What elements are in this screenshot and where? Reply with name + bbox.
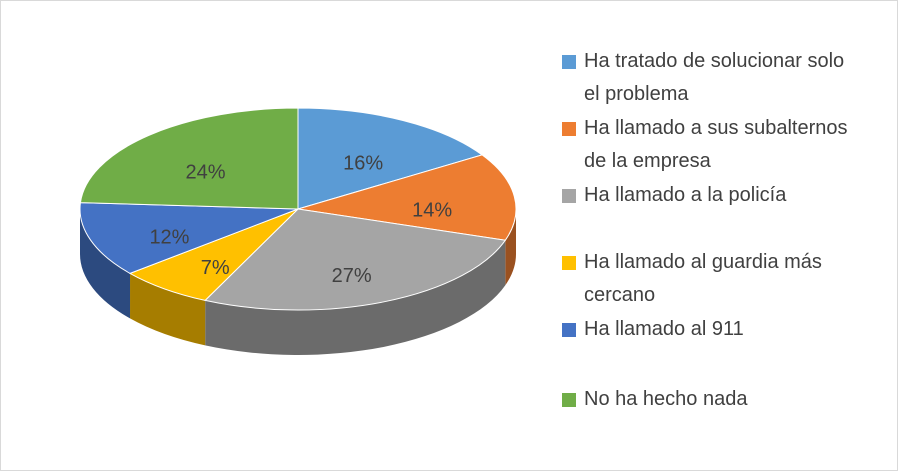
legend-item: Ha llamado a la policía	[562, 179, 862, 212]
legend-label: Ha llamado a sus subalternos de la empre…	[584, 117, 848, 172]
slice	[204, 208, 507, 311]
legend-swatch	[562, 55, 576, 69]
legend-label: Ha llamado a la policía	[584, 184, 787, 206]
slice-side	[80, 209, 131, 319]
data-label: 16%	[343, 152, 383, 174]
legend-swatch	[562, 323, 576, 337]
legend-swatch	[562, 393, 576, 407]
legend-item: Ha llamado al 911	[562, 313, 862, 346]
legend-item: Ha tratado de solucionar solo el problem…	[562, 45, 862, 111]
legend-label: Ha tratado de solucionar solo el problem…	[584, 50, 845, 105]
slice-side	[205, 240, 506, 355]
data-label: 12%	[149, 227, 189, 249]
legend-item: Ha llamado a sus subalternos de la empre…	[562, 112, 862, 178]
slice-side	[130, 273, 206, 346]
slice	[79, 107, 299, 210]
data-label: 27%	[332, 265, 372, 287]
legend-item: No ha hecho nada	[562, 383, 862, 416]
legend-label: No ha hecho nada	[584, 388, 748, 410]
slice-side	[505, 209, 516, 286]
data-label: 24%	[185, 162, 225, 184]
legend-label: Ha llamado al 911	[584, 318, 744, 340]
legend-swatch	[562, 256, 576, 270]
legend-swatch	[562, 122, 576, 136]
slice	[297, 107, 484, 210]
data-label: 14%	[412, 199, 452, 221]
slice	[79, 202, 299, 274]
slice	[297, 154, 517, 241]
data-label: 7%	[201, 257, 230, 279]
legend-item: Ha llamado al guardia más cercano	[562, 246, 862, 312]
legend-label: Ha llamado al guardia más cercano	[584, 251, 822, 306]
legend-swatch	[562, 189, 576, 203]
